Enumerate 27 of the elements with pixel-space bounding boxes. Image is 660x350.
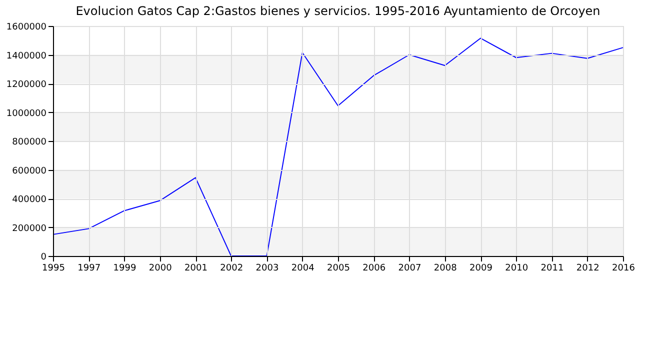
x-tick-label: 2011: [540, 264, 564, 274]
y-tick-label: 600000: [12, 166, 47, 176]
y-tick-label: 1000000: [6, 108, 47, 119]
x-tick-label: 2001: [184, 264, 208, 274]
x-tick-label: 2016: [612, 264, 636, 274]
y-tick-label: 1400000: [6, 51, 47, 62]
y-tick-label: 1600000: [6, 22, 47, 32]
x-tick-label: 2004: [291, 264, 315, 274]
x-tick-label: 2010: [505, 264, 528, 274]
x-tick-label: 2000: [148, 264, 172, 274]
y-tick-label: 800000: [12, 138, 47, 148]
x-tick-label: 2008: [434, 264, 458, 274]
x-tick-label: 2003: [256, 264, 279, 274]
x-tick-label: 2009: [470, 264, 493, 274]
x-tick-label: 2006: [362, 264, 386, 274]
y-tick-label: 0: [40, 252, 47, 262]
x-tick-label: 2007: [398, 264, 422, 274]
y-tick-label: 1200000: [6, 80, 47, 90]
x-tick-label: 1999: [113, 264, 136, 274]
x-tick-label: 1995: [42, 264, 65, 274]
x-tick-label: 2002: [220, 264, 244, 274]
y-tick-label: 400000: [12, 195, 47, 205]
x-tick-label: 1997: [78, 264, 101, 274]
x-tick-label: 2012: [576, 264, 600, 274]
chart-title: Evolucion Gatos Cap 2:Gastos bienes y servicios. 1995-2016 Ayuntamiento de Orcoyen: [76, 4, 600, 18]
y-tick-label: 200000: [12, 224, 47, 234]
x-tick-label: 2005: [327, 264, 350, 274]
